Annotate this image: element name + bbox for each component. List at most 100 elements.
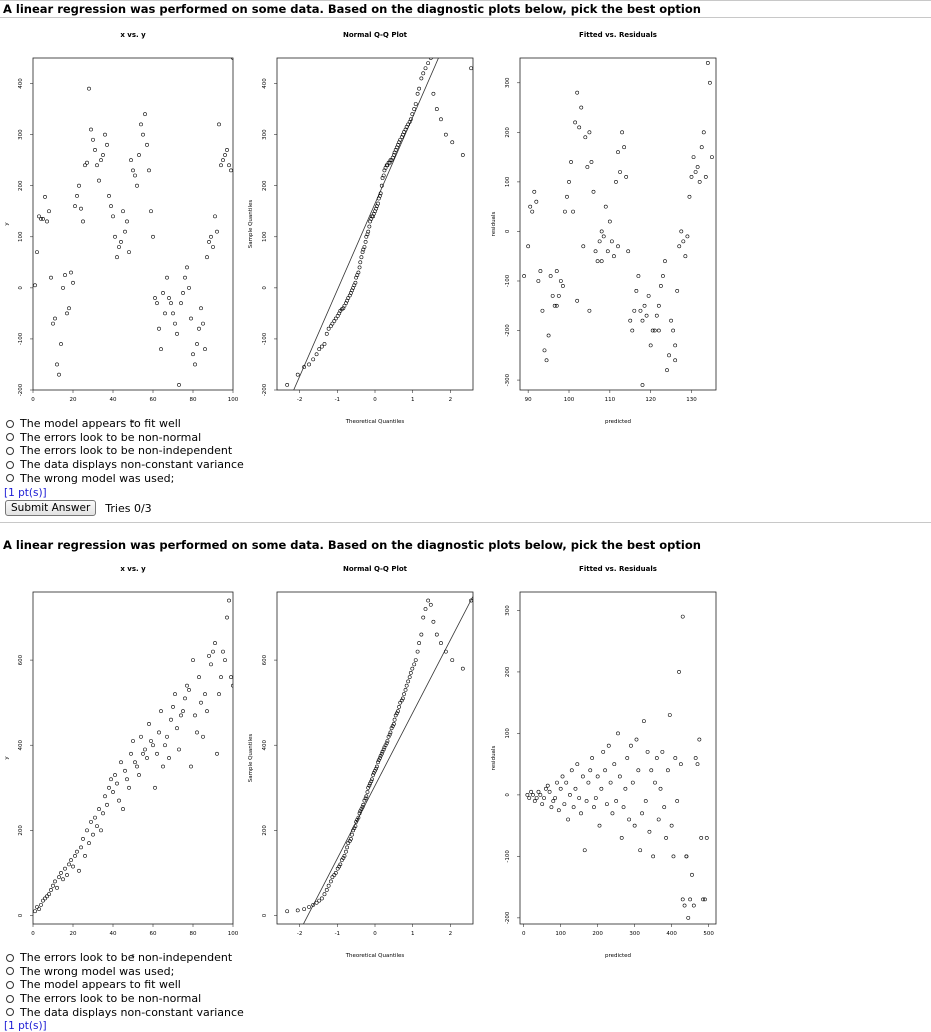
radio-circle[interactable] <box>6 953 14 962</box>
data-point <box>217 692 221 697</box>
data-point <box>410 666 415 671</box>
data-point <box>45 219 49 224</box>
option-radio[interactable]: The data displays non-constant variance <box>6 458 244 472</box>
data-point <box>103 132 107 137</box>
option-radio[interactable]: The wrong model was used; <box>6 471 244 485</box>
data-point <box>603 204 608 209</box>
data-point <box>43 195 47 199</box>
data-point <box>59 871 63 875</box>
data-point <box>434 107 439 111</box>
data-point <box>651 854 656 859</box>
data-point <box>97 178 101 183</box>
data-point <box>412 662 417 667</box>
plot-frame <box>519 591 717 925</box>
data-point <box>153 296 157 300</box>
data-point <box>119 760 123 765</box>
data-point <box>63 866 67 871</box>
data-point <box>616 731 620 736</box>
radio-circle[interactable] <box>6 1008 14 1017</box>
data-point <box>684 854 689 859</box>
data-point <box>677 244 682 249</box>
data-point <box>374 206 379 211</box>
option-radio[interactable]: The model appears to fit well <box>6 978 244 992</box>
y-tick-label: 400 <box>18 78 24 89</box>
data-point <box>324 888 329 892</box>
option-radio[interactable]: The errors look to be non-independent <box>6 951 244 965</box>
data-point <box>175 331 179 336</box>
radio-circle[interactable] <box>6 433 14 442</box>
data-point <box>622 145 627 150</box>
data-point <box>558 786 563 791</box>
data-point <box>205 255 209 260</box>
data-point <box>191 352 195 357</box>
submit-answer-button[interactable]: Submit Answer <box>5 500 97 516</box>
data-point <box>311 357 316 362</box>
question-2-title: A linear regression was performed on som… <box>3 538 701 552</box>
data-point <box>223 658 227 663</box>
data-point <box>699 836 704 840</box>
plot-panel: Fitted vs. Residuals predicted residuals 90… <box>491 31 717 425</box>
data-point <box>391 722 396 726</box>
radio-circle[interactable] <box>6 980 14 989</box>
data-point <box>691 903 696 908</box>
data-point <box>705 61 710 65</box>
data-point <box>121 807 125 811</box>
data-point <box>356 270 361 275</box>
data-point <box>163 311 167 316</box>
data-point <box>33 283 37 288</box>
data-point <box>91 137 95 142</box>
radio-circle[interactable] <box>6 460 14 469</box>
plot-panel: Normal Q-Q Plot Theoretical Quantiles Samp… <box>248 565 474 959</box>
data-point <box>617 774 622 779</box>
option-radio[interactable]: The data displays non-constant variance <box>6 1005 244 1019</box>
data-point <box>413 102 418 106</box>
radio-circle[interactable] <box>6 446 14 455</box>
data-point <box>322 892 327 897</box>
data-point <box>417 641 422 645</box>
data-point <box>376 201 380 206</box>
plot-title: Fitted vs. Residuals <box>579 565 657 573</box>
data-point <box>450 658 455 663</box>
option-radio[interactable]: The errors look to be non-normal <box>6 992 244 1006</box>
x-tick-label: 80 <box>190 397 197 403</box>
data-point <box>632 823 637 828</box>
data-point <box>547 789 552 794</box>
x-tick-label: 60 <box>150 397 157 403</box>
radio-circle[interactable] <box>6 419 14 428</box>
y-axis-label: Sample Quantiles <box>248 734 254 783</box>
option-radio[interactable]: The errors look to be non-normal <box>6 431 244 445</box>
data-point <box>83 163 87 168</box>
data-point <box>697 179 702 184</box>
data-point <box>101 153 105 157</box>
data-point <box>630 328 635 333</box>
data-point <box>385 739 390 743</box>
data-point <box>362 798 367 803</box>
radio-circle[interactable] <box>6 994 14 1003</box>
data-point <box>205 709 209 714</box>
data-point <box>215 229 219 234</box>
data-point <box>213 214 217 219</box>
option-radio[interactable]: The wrong model was used; <box>6 965 244 979</box>
data-point <box>115 781 119 786</box>
data-point <box>69 858 73 863</box>
question-1-options: The model appears to fit well The errors… <box>6 417 244 485</box>
radio-circle[interactable] <box>6 967 14 976</box>
data-point <box>704 836 709 840</box>
data-point <box>532 799 537 803</box>
data-point <box>673 756 678 760</box>
option-radio[interactable]: The model appears to fit well <box>6 417 244 431</box>
data-point <box>105 802 109 807</box>
data-point <box>638 848 643 853</box>
data-point <box>587 308 592 313</box>
option-label: The data displays non-constant variance <box>20 458 244 472</box>
data-point <box>669 318 673 323</box>
option-radio[interactable]: The errors look to be non-independent <box>6 444 244 458</box>
data-point <box>157 326 161 331</box>
radio-circle[interactable] <box>6 474 14 483</box>
data-point <box>577 125 582 130</box>
data-point <box>649 768 654 773</box>
data-point <box>527 796 532 800</box>
data-point <box>410 112 415 117</box>
data-point <box>679 229 684 234</box>
data-point <box>558 279 563 283</box>
